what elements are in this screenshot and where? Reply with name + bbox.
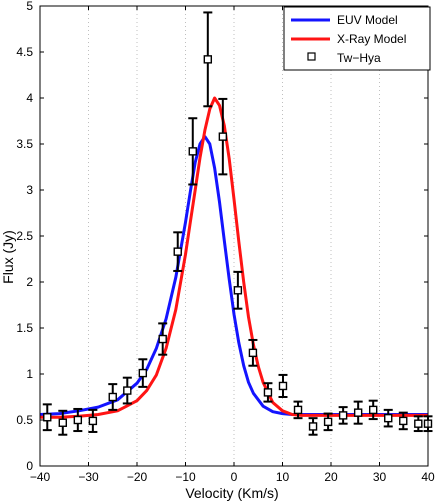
plot-frame [39,5,429,467]
square-marker [218,132,228,141]
square-marker [414,419,423,428]
x-axis-label: Velocity (Km/s) [185,485,278,501]
square-marker [88,416,98,426]
y-tick-label: 0.5 [16,413,33,427]
legend-label-xray: X-Ray Model [337,32,406,46]
data-point [108,383,118,411]
data-point [122,376,132,405]
y-tick-label: 4.5 [16,45,33,59]
square-marker [138,368,148,378]
x-ticks: −40 −30 −20 −10 0 10 20 30 40 [30,6,435,484]
data-point [203,11,213,108]
data-point [88,408,98,433]
y-ticks: 0 0.5 1 1.5 2 2.5 3 3.5 4 4.5 5 [16,0,428,473]
y-tick-label: 3 [26,183,33,197]
square-marker [173,247,182,256]
x-tick-label: −20 [127,470,148,484]
data-point [248,338,258,367]
data-point [278,373,288,398]
data-point [58,409,68,436]
data-point [293,400,303,420]
square-marker [278,381,288,391]
data-point [353,400,363,425]
square-marker [43,413,52,422]
data-point [42,403,52,432]
data-point [308,417,318,436]
legend: EUV Model X-Ray Model Tw−Hya [283,6,431,71]
x-tick-label: 10 [276,470,290,484]
y-tick-label: 5 [26,0,33,13]
data-point [138,358,148,388]
square-marker [58,418,67,427]
square-marker [108,392,117,402]
data-point [173,231,183,272]
legend-label-euv: EUV Model [337,13,398,27]
square-marker [233,286,243,295]
x-tick-label: −30 [78,470,99,484]
square-marker [263,388,273,397]
data-point [323,412,333,432]
y-tick-label: 2 [26,275,33,289]
square-marker [123,386,132,395]
square-marker [338,411,348,420]
data-point [73,407,83,433]
legend-label-twhya: Tw−Hya [337,51,381,65]
data-points [42,11,433,436]
x-tick-label: 20 [324,470,338,484]
data-point [188,117,198,186]
y-tick-label: 1 [26,367,33,381]
x-tick-label: −40 [30,470,51,484]
square-marker [368,405,378,415]
x-tick-label: 30 [373,470,387,484]
square-marker [158,334,167,344]
legend-marker-twhya [307,52,316,61]
square-marker [293,405,303,415]
grid [88,6,380,466]
series-line [40,96,428,419]
square-marker [308,422,318,431]
square-marker [323,417,333,427]
square-marker [399,416,408,426]
data-point [338,406,348,425]
square-marker [73,415,83,425]
data-point [233,270,243,310]
data-point [263,382,273,403]
y-axis-label: Flux (Jy) [0,230,16,284]
y-tick-label: 2.5 [16,229,33,243]
x-tick-label: 0 [231,470,238,484]
data-point [398,411,408,431]
square-marker [188,147,197,156]
square-marker [203,55,213,64]
data-point [413,415,423,433]
square-marker [384,413,393,423]
data-point [368,399,378,421]
series-lines [39,96,428,419]
data-point [158,322,168,356]
square-marker [353,408,363,417]
data-point [218,97,228,176]
x-tick-label: −10 [175,470,196,484]
square-marker [248,348,258,358]
y-tick-label: 4 [26,91,33,105]
y-tick-label: 3.5 [16,137,33,151]
x-tick-label: 40 [421,470,435,484]
data-point [383,408,393,428]
y-tick-label: 0 [26,459,33,473]
y-tick-label: 1.5 [16,321,33,335]
